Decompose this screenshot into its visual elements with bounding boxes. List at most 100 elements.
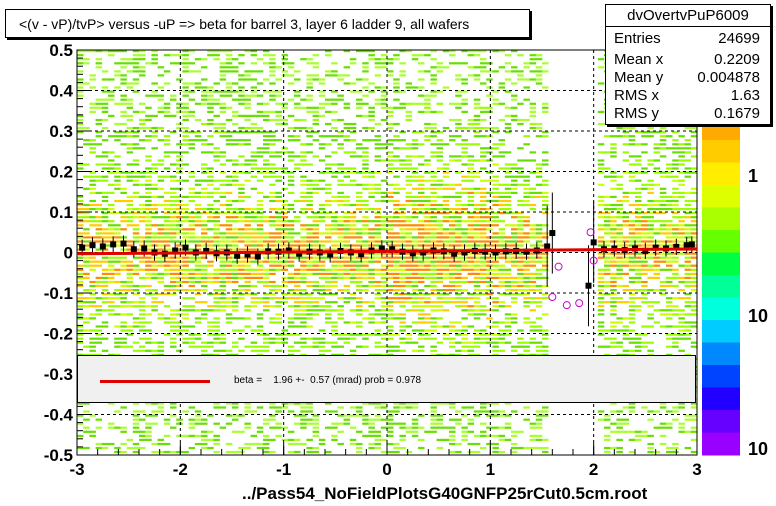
heatmap-cell bbox=[300, 309, 307, 312]
heatmap-cell bbox=[219, 260, 227, 263]
heatmap-cell bbox=[523, 297, 530, 300]
heatmap-cell bbox=[145, 232, 152, 235]
heatmap-cell bbox=[467, 260, 475, 263]
heatmap-cell bbox=[108, 203, 115, 207]
heatmap-cell bbox=[139, 208, 146, 211]
heatmap-cell bbox=[473, 50, 481, 53]
heatmap-cell bbox=[256, 345, 264, 348]
heatmap-cell bbox=[362, 126, 369, 130]
heatmap-cell bbox=[436, 317, 444, 320]
heatmap-cell bbox=[145, 94, 152, 97]
heatmap-cell bbox=[672, 224, 679, 227]
heatmap-cell bbox=[622, 171, 630, 174]
heatmap-cell bbox=[529, 195, 537, 198]
heatmap-cell bbox=[219, 122, 227, 126]
heatmap-cell bbox=[672, 337, 679, 340]
heatmap-cell bbox=[312, 54, 320, 57]
heatmap-cell bbox=[604, 353, 611, 356]
heatmap-cell bbox=[628, 135, 636, 138]
heatmap-cell bbox=[213, 114, 220, 117]
heatmap-cell bbox=[132, 240, 140, 243]
heatmap-cell bbox=[238, 191, 245, 194]
heatmap-cell bbox=[362, 260, 369, 263]
heatmap-cell bbox=[163, 305, 171, 308]
heatmap-cell bbox=[641, 341, 648, 344]
heatmap-cell bbox=[201, 341, 208, 344]
heatmap-cell bbox=[225, 203, 233, 207]
heatmap-cell bbox=[399, 276, 406, 279]
heatmap-cell bbox=[678, 430, 685, 433]
heatmap-cell bbox=[263, 232, 270, 235]
heatmap-cell bbox=[108, 276, 115, 279]
heatmap-cell bbox=[498, 228, 506, 231]
heatmap-cell bbox=[529, 106, 537, 109]
heatmap-cell bbox=[182, 268, 189, 271]
heatmap-cell bbox=[232, 406, 239, 409]
heatmap-cell bbox=[108, 353, 115, 356]
heatmap-cell bbox=[263, 90, 270, 93]
heatmap-cell bbox=[201, 276, 208, 279]
heatmap-cell bbox=[672, 131, 679, 134]
heatmap-cell bbox=[145, 305, 152, 308]
heatmap-cell bbox=[182, 325, 189, 328]
heatmap-cell bbox=[455, 297, 462, 300]
heatmap-cell bbox=[610, 289, 617, 292]
heatmap-cell bbox=[77, 256, 84, 259]
heatmap-cell bbox=[424, 244, 431, 247]
heatmap-cell bbox=[139, 126, 146, 130]
heatmap-cell bbox=[411, 276, 419, 279]
heatmap-cell bbox=[418, 183, 425, 186]
heatmap-cell bbox=[250, 293, 258, 296]
heatmap-cell bbox=[399, 102, 406, 105]
heatmap-cell bbox=[529, 284, 537, 288]
heatmap-cell bbox=[641, 260, 648, 263]
heatmap-cell bbox=[269, 317, 276, 320]
heatmap-cell bbox=[145, 284, 152, 288]
heatmap-cell bbox=[597, 216, 605, 219]
heatmap-cell bbox=[467, 341, 475, 344]
heatmap-cell bbox=[157, 438, 165, 441]
heatmap-cell bbox=[331, 62, 338, 65]
heatmap-cell bbox=[610, 195, 617, 198]
heatmap-cell bbox=[659, 284, 667, 288]
heatmap-cell bbox=[405, 50, 413, 53]
heatmap-cell bbox=[542, 410, 549, 413]
heatmap-cell bbox=[176, 284, 183, 288]
heatmap-cell bbox=[176, 159, 183, 162]
heatmap-cell bbox=[356, 183, 363, 186]
heatmap-cell bbox=[635, 203, 642, 207]
heatmap-cell bbox=[442, 220, 450, 223]
heatmap-cell bbox=[523, 305, 530, 308]
heatmap-cell bbox=[678, 426, 685, 429]
heatmap-cell bbox=[77, 293, 84, 296]
heatmap-cell bbox=[219, 341, 227, 344]
heatmap-cell bbox=[300, 293, 307, 296]
heatmap-cell bbox=[318, 159, 326, 162]
heatmap-cell bbox=[523, 135, 530, 138]
heatmap-cell bbox=[504, 240, 512, 243]
heatmap-cell bbox=[467, 175, 475, 178]
heatmap-cell bbox=[176, 54, 183, 57]
heatmap-cell bbox=[244, 284, 251, 288]
heatmap-cell bbox=[275, 208, 282, 211]
heatmap-cell bbox=[486, 208, 493, 211]
heatmap-cell bbox=[511, 256, 518, 259]
heatmap-cell bbox=[132, 341, 140, 344]
heatmap-cell bbox=[647, 240, 654, 243]
heatmap-cell bbox=[666, 175, 673, 178]
heatmap-cell bbox=[343, 252, 351, 255]
heatmap-cell bbox=[529, 272, 537, 275]
heatmap-cell bbox=[436, 297, 444, 300]
heatmap-cell bbox=[207, 276, 214, 279]
heatmap-cell bbox=[368, 442, 375, 446]
heatmap-cell bbox=[641, 406, 648, 409]
heatmap-cell bbox=[405, 297, 413, 300]
heatmap-cell bbox=[244, 293, 251, 296]
heatmap-cell bbox=[188, 260, 196, 263]
heatmap-cell bbox=[473, 228, 481, 231]
heatmap-cell bbox=[300, 418, 307, 421]
heatmap-cell bbox=[604, 208, 611, 211]
heatmap-cell bbox=[213, 317, 220, 320]
heatmap-cell bbox=[535, 252, 543, 255]
heatmap-cell bbox=[77, 422, 84, 425]
